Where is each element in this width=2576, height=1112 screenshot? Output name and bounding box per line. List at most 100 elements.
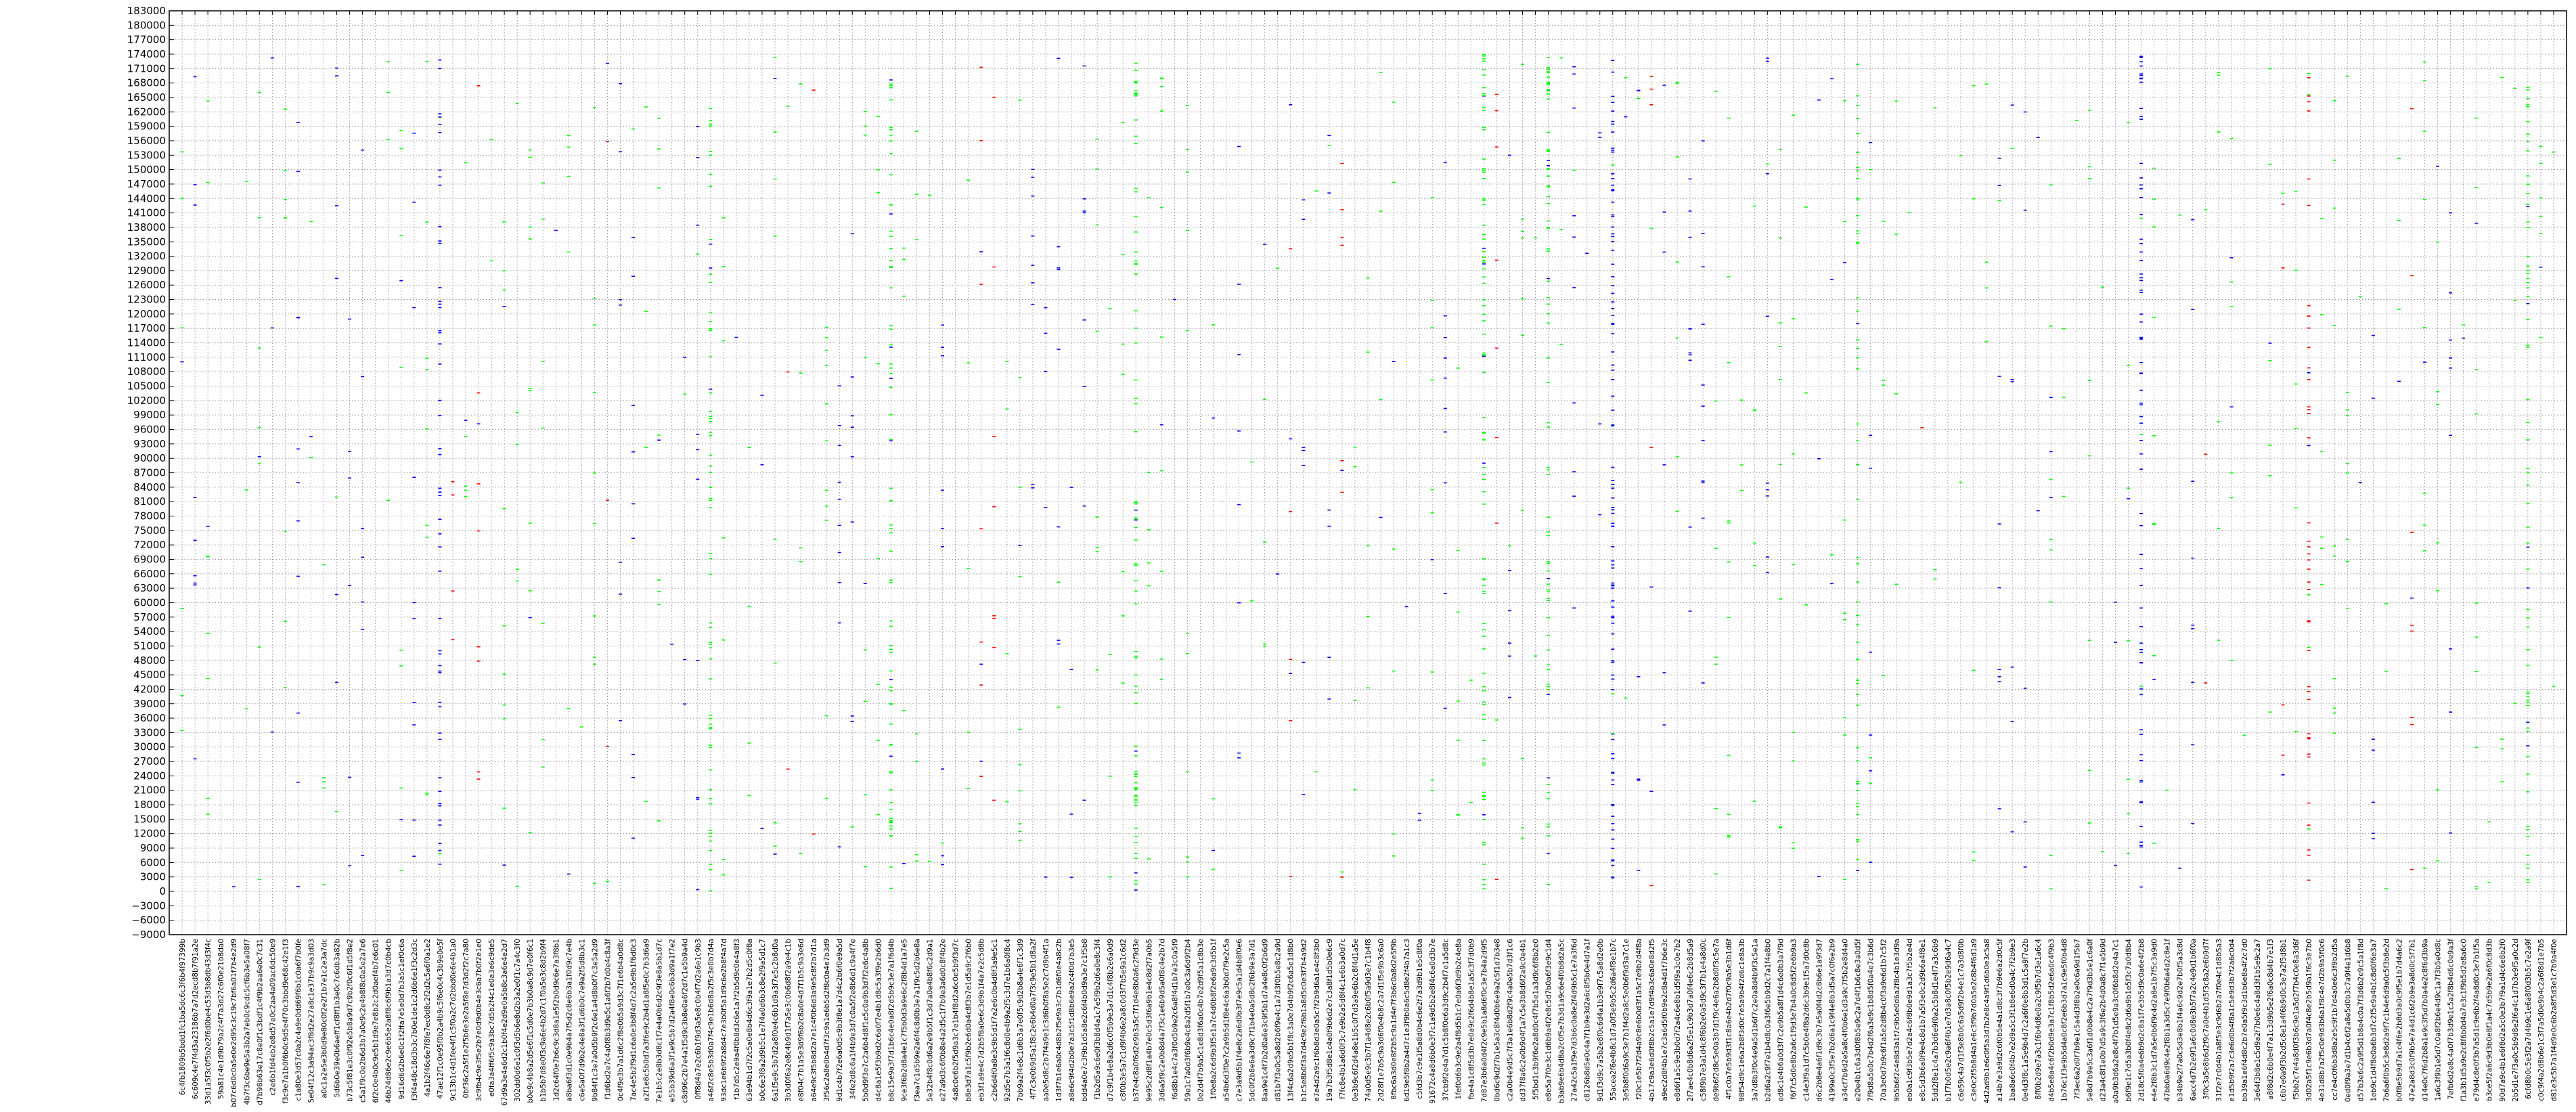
x-tick-label: 59e1c7a0d3f6b9e4c8a2d5f1b7e0c3a6d9f2b4 [1184,939,1192,1102]
y-tick-label: 111000 [127,351,166,363]
x-tick-label: 27a42c5a1f9e7d3b6c0a8e2f4d9b5c1e7a3f6d [1571,939,1579,1101]
x-tick-label: 93dc1e6b9f2a8d4c7e3b0f5a1d9c6e2b8f4a7d [720,939,728,1102]
y-tick-label: 33000 [133,726,166,738]
x-tick-label: b8e3d7a1c5f9b2e6d0a4c8f3b7e1d5a9c2f6b0 [965,939,973,1102]
x-tick-label: 2d18c5f0a4e6b9d2c8a1f7e3b5d9c0a6e4f2b8 [2138,939,2146,1102]
x-tick-label: 2f7ae4c0b8d6a2f5e1c9b3d7a0f4e6c2b8d5a9 [1687,939,1695,1101]
x-tick-label: 7f3ec6a2d0f7b9e1c5a4d3f8b2e0c6a9d1f5b7 [2073,939,2081,1100]
x-tick-label: 5e04f12c3a94ac3f8d2e27a8c1e37b9c9a3d03 [307,939,315,1103]
x-tick-label: 4f1c0a7e5b9d3f1c8a6e4b2d7f0c9a5e3b1d6f [1725,939,1733,1100]
x-tick-label: f1d6bd2e7c4a0f8b3d9e5c1a6f2b7d0e4c8a3f [604,939,612,1100]
x-tick-label: 3f56c2a8e0b4d7f3c9a1e6b5d2f8c0a4e7b3d9 [823,939,831,1102]
x-tick-label: e1d5b9f2a7c3e6d0b4f8a1c5e9d3b7f2a6c0d4 [2228,939,2236,1102]
y-tick-label: 54000 [133,625,166,638]
x-tick-label: d81b7f3e0c5a8d2b6f9e4c1a7d3f0b5e8c2a9d [1274,939,1283,1102]
y-tick-label: 141000 [127,207,166,219]
x-tick-label: 5e8d7b9e5c3a6f1d0b8e4c2a7f9d3b5e1c6a0f [2086,939,2094,1102]
x-tick-label: 47ae12f1c0e95f0b2a4b9c5f6e0c4c3b9e0e5f [437,939,445,1099]
y-tick-label: 90000 [133,452,166,464]
x-tick-label: b1f7b0d5e2c9a6f4b1e7d3a8c0f5b2e9d6a4c7 [1945,939,1953,1102]
y-tick-label: 18000 [133,799,166,811]
y-tick-label: 123000 [127,294,166,306]
x-tick-label: eb3f1a9e4c7d2b5f8a0e6c3d9b1f4a7e2c5d8b [978,939,986,1102]
x-tick-label: 0e4d3f8c1a5e9b4d7c2a6f0e8b3d1c5a9f7e2b [2022,939,2030,1102]
y-tick-label: 3000 [140,871,166,883]
y-tick-label: 165000 [127,91,166,104]
x-tick-label: c8126b8d5e0c4a7f1b9e3d2a6c8f5b0e4d7a1f [1584,939,1592,1102]
y-tick-label: 108000 [127,365,166,378]
y-tick-label: 96000 [133,424,166,436]
x-tick-label: c5fd3b7c9e1f5a8d0b4c6e2f7a3d9b1e5c8f0a [1416,939,1424,1099]
x-tick-label: 5f5bd1c3b9f6e2a8d0c4f7b5e1a3d9c6f8b2e0 [1532,939,1540,1100]
x-tick-label: b07c6d0c0a5e0e2d95c3c19c7bf6a01f7b4e2d9 [230,939,238,1107]
x-tick-label: 6f2c0e4b0c9e5b1d9e7e8b2c2d0aef4b7e6c01 [372,939,380,1103]
y-tick-label: 105000 [127,380,166,393]
x-tick-label: e20e4b1c6a3d0f8b5e9c2a7d4f1b6c8e3a0d5f [1855,939,1863,1102]
x-tick-label: c58f9b7e3a1d4c8f6b2e0a5d9c3f7b1e4a8d0c [1700,939,1708,1101]
x-tick-label: 74a0d5e9c3b7f1a4d8e2c6b0f5a9d3e7c1b4f8 [1364,939,1373,1102]
y-tick-label: 132000 [127,250,166,263]
x-tick-label: b37e4c8a0f6d2e9b3a5c7f1d4e8b0a6c2f9d3e [1132,939,1140,1101]
x-tick-label: e7e4d2a9c1f6b8d3e0a5c7f2b9d6a1e4c8f3b0 [1313,939,1321,1101]
x-tick-label: b6f9e1c7d5a3b0f4e8c2d6a9b1e5f3c7a0d8b4 [2125,939,2133,1102]
x-tick-label: 4e31d8b7a2f5c0e9d3b6a1f8c4e7d2b9a5f0c6 [2318,939,2326,1102]
x-tick-label: a64e9c3f5b8d2a7e1c4f0b6d3a9e5c8f2b7d1a [810,939,818,1101]
x-tick-label: c2b6d4f0a8e3c9b5d1f7a2e6c0b4d8f3a9e5c1 [991,939,999,1101]
x-tick-label: 98f54d9c1e6a2b8f3d0c7e5a9b4f2d6c1e8a3b [1738,939,1746,1102]
x-tick-label: 4d2ad9b1e6c0f5a3d7b2e8c4a9f1d6b0e3c5a8 [1983,939,1991,1103]
x-tick-label: ed8c1e4b6a0d3f7c2e9b5a8f1d4c6e0b3a7f9d [1777,939,1785,1101]
x-tick-label: a46f2c8e5b3d0a7f4c9e1b6d8a2f5c3e0b7d4a [707,939,715,1101]
x-tick-label: 8aa9e1c4f7b2d0a6e3c9f5b1d7a4e8c0f2b6d9 [1262,939,1270,1101]
y-tick-label: 6000 [140,856,166,868]
x-tick-label: 47bb0a6d9c4e2f8b1a3d5c7e9f0b6a4d2c8e1f [2164,939,2172,1102]
x-tick-label: e55b39d6a3f1e9c5b7d2a4f8e0c6b3d9a1f7e2 [669,939,677,1102]
y-tick-label: 183000 [127,5,166,17]
x-tick-label: bdd4a0e7c3f9b1d5a8e2c6f4b0d9a3e7c1f5b8 [1081,939,1089,1102]
x-tick-label: 8fbc6a3d0e8f2b5c9a1d4e7f3b6c0a8d2e5f9b [1390,939,1398,1100]
y-tick-label: 51000 [133,640,166,652]
x-tick-label: d4b5e8a4c6f2b0d9e3a7c1f8b5d2e6a0c4f9b3 [2047,939,2056,1102]
x-tick-label: c2a0b4e9d5c7f3a1e6b8d2f9c4a0e5b7d3f1c6 [1506,939,1514,1101]
x-tick-label: 6acc4d7b2e9f1a6c0d8e3b5f7a2c4e9d1b6f0a [2190,939,2198,1101]
x-tick-label: c6e59c4a7d1f3e8b0c6a5d9f2b4e1c7a3d8f0b [1957,939,1966,1101]
x-tick-label: 37cb9f2e4a7d1c5b8f0e6a3d9c2b4f7e1a5d8c [1442,939,1450,1101]
x-tick-label: d81e3c5b7a1f4d9e0c6b2a8f5d3e1c7b9a4f0e [2550,939,2558,1101]
y-tick-label: 120000 [127,308,166,320]
y-tick-label: 171000 [127,62,166,74]
y-tick-label: 117000 [127,322,166,334]
x-tick-label: b1c5e8b0f3a7d4c9e2f6b1a8d5c0e3f7b4a9d2 [1300,939,1308,1102]
x-tick-label: 1eb9c1d4f8e0a6b3d7c2f5e9a4b1c8d0f6e3a7 [2370,939,2378,1101]
x-tick-label: 6c4fb1809b5bdd1fc1ba5dc6c3f6b4f97399b [179,939,187,1096]
y-tick-label: 57000 [133,611,166,623]
y-tick-label: 129000 [127,265,166,277]
x-tick-label: a0a9b3d6a2e8c4f7b1d5e9a3c0f6b8d2e4a7c1 [2112,939,2120,1103]
x-tick-label: f3f4a48c18d3b3c7b0e1de1c2d6b6e1f3c2d3c [411,939,419,1101]
x-tick-label: b34b9e2f7a0c5d3e8b1f4a6c9d2e7b0f5a3c8d [2177,939,2185,1102]
y-tick-label: 156000 [127,135,166,147]
x-tick-label: c0c9f4a2d8b6e1c3f7a5d0e9b4c2a6f8d1e7b5 [2537,939,2546,1101]
x-tick-label: 9d16d6d2b6e0c1f2ffa7e5e0d7b3a5c1ef0c6a [398,939,406,1099]
x-tick-label: 7b6a6f0b5c3e8d2a9f7c1b4e6d9a0c5f3b8e2d [2382,939,2391,1102]
y-tick-label: 45000 [133,669,166,681]
y-tick-label: 60000 [133,596,166,608]
x-tick-label: b3ce5f2a6c9d3b0e8f1a4c7d5b9e2a6f0c8d3b [2486,939,2494,1101]
x-tick-label: 7ac4e5b2f9d1c6a0e3b8f4d7c2a5e9b1f6d0c3 [630,939,638,1101]
x-tick-label: d57b3e6c2a9f5d1b8e4c0a7f3d6b2e9c5a1f8d [2357,939,2365,1102]
x-tick-label: c2e6b1fd4eb2e8d57e0c2aa4a09ac6dc50e9 [269,939,277,1096]
x-tick-label: e79d4c8e0f3b7a5d1c9e6b2f4a8d0c3e7b1f5a [2473,939,2481,1101]
x-tick-label: d7c9f1b4e8a2d6c0f5b9e3a7d1c4f8b2e6a0d9 [1107,939,1115,1102]
x-tick-label: 1f0e8a2c6d9b3f5e1a7c4d0b8f2e6a9c3d5b1f [1209,939,1218,1100]
x-tick-label: 4b7f3c6be9e5a3b2a7eb0c9cdc5cf6b3e5a08f7 [243,939,251,1105]
x-tick-label: b8c15e9a3f7d1b6c4e0a8f2d5b9c3e7a1f6d4b [887,939,895,1102]
y-tick-label: 66000 [133,568,166,580]
x-tick-label: 92d5e7b3a1f6c8d0e4b9a2f5c3d7e1b6a0f8c4 [1004,939,1012,1102]
x-tick-label: 1fef0d6b3c9e2a4f8d5b1c7e0a6f3d9b2c4e8a [1454,939,1463,1100]
y-tick-label: 180000 [127,19,166,31]
x-tick-label: 70a3e0d7b9c6f1a5e2d8b4c0f3a9e6d1b7c5f2 [1880,939,1888,1102]
x-tick-label: c6b7e0a9f3b2d5c8e1a4f6b9d0c3e7a2f5d8b1 [2280,939,2288,1102]
x-tick-label: 59a81c4e1d9b79a2c4f7a3d27c6f0e21b8da0 [217,939,225,1099]
x-tick-label: e27a9d3c6f0b8e4a2d5c1f7b9e3a6d0c8f4b2e [939,939,948,1101]
x-tick-label: 0e3b9c6f2d4a8e1b5c0f7d3a9e6b2c8f4d1a5e [1352,939,1360,1101]
x-tick-label: b0f8e5b9d7a1c4f6e2b8d3a0c9f5e1b7d4a6c2 [2395,939,2403,1102]
x-tick-label: 1a6c3f9b1e5d7c0a8f2b6e4d9c1a7f3b5e0d8c [2435,939,2443,1101]
